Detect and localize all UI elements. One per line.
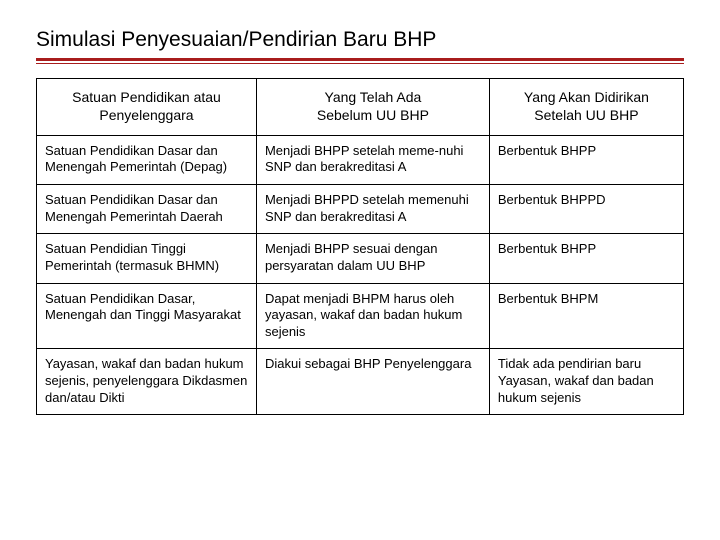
table-row: Satuan Pendidikan Dasar dan Menengah Pem… [37, 135, 684, 184]
col-header-1-line2: Penyelenggara [99, 107, 193, 123]
cell: Dapat menjadi BHPM harus oleh yayasan, w… [256, 283, 489, 349]
cell: Satuan Pendidian Tinggi Pemerintah (term… [37, 234, 257, 283]
table-row: Satuan Pendidian Tinggi Pemerintah (term… [37, 234, 684, 283]
bhp-table: Satuan Pendidikan atau Penyelenggara Yan… [36, 78, 684, 415]
col-header-2-line1: Yang Telah Ada [325, 89, 422, 105]
table-row: Satuan Pendidikan Dasar dan Menengah Pem… [37, 185, 684, 234]
cell: Satuan Pendidikan Dasar, Menengah dan Ti… [37, 283, 257, 349]
col-header-3: Yang Akan Didirikan Setelah UU BHP [489, 79, 683, 136]
col-header-3-line1: Yang Akan Didirikan [524, 89, 649, 105]
cell: Berbentuk BHPP [489, 135, 683, 184]
table-row: Yayasan, wakaf dan badan hukum sejenis, … [37, 349, 684, 415]
cell: Yayasan, wakaf dan badan hukum sejenis, … [37, 349, 257, 415]
cell: Satuan Pendidikan Dasar dan Menengah Pem… [37, 135, 257, 184]
cell: Berbentuk BHPPD [489, 185, 683, 234]
cell: Menjadi BHPP sesuai dengan persyaratan d… [256, 234, 489, 283]
col-header-1: Satuan Pendidikan atau Penyelenggara [37, 79, 257, 136]
col-header-2-line2: Sebelum UU BHP [317, 107, 429, 123]
col-header-3-line2: Setelah UU BHP [534, 107, 638, 123]
table-header-row: Satuan Pendidikan atau Penyelenggara Yan… [37, 79, 684, 136]
col-header-2: Yang Telah Ada Sebelum UU BHP [256, 79, 489, 136]
cell: Berbentuk BHPP [489, 234, 683, 283]
slide: Simulasi Penyesuaian/Pendirian Baru BHP … [0, 0, 720, 435]
col-header-1-line1: Satuan Pendidikan atau [72, 89, 221, 105]
cell: Menjadi BHPPD setelah memenuhi SNP dan b… [256, 185, 489, 234]
cell: Berbentuk BHPM [489, 283, 683, 349]
cell: Diakui sebagai BHP Penyelenggara [256, 349, 489, 415]
cell: Satuan Pendidikan Dasar dan Menengah Pem… [37, 185, 257, 234]
slide-title: Simulasi Penyesuaian/Pendirian Baru BHP [36, 28, 684, 52]
cell: Tidak ada pendirian baru Yayasan, wakaf … [489, 349, 683, 415]
table-row: Satuan Pendidikan Dasar, Menengah dan Ti… [37, 283, 684, 349]
title-rule [36, 58, 684, 64]
cell: Menjadi BHPP setelah meme-nuhi SNP dan b… [256, 135, 489, 184]
